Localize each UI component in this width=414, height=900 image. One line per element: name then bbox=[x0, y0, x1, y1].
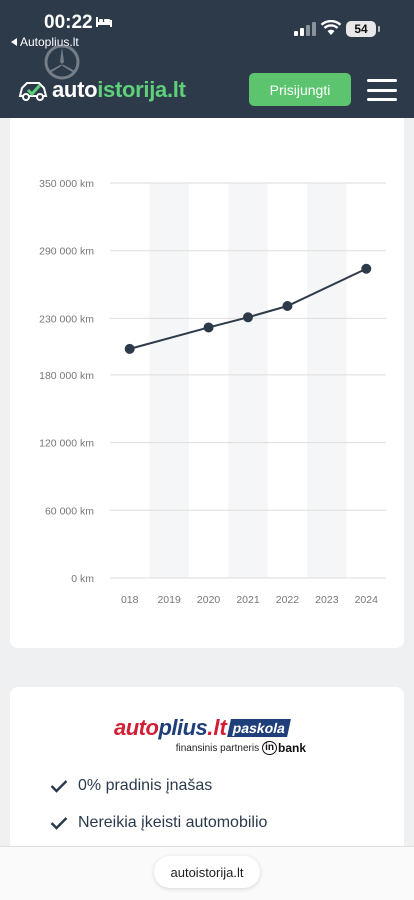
hamburger-menu-icon[interactable] bbox=[367, 79, 397, 101]
back-arrow-icon bbox=[11, 38, 17, 46]
mileage-data-point bbox=[243, 312, 253, 323]
benefit-item: 0% pradinis įnašas bbox=[50, 777, 212, 795]
check-icon bbox=[50, 817, 68, 830]
benefit-label: 0% pradinis įnašas bbox=[78, 777, 213, 794]
mileage-data-point bbox=[124, 343, 135, 354]
mileage-line-chart: 0 km 60 000 km 120 000 km 180 000 km 230 000… bbox=[39, 178, 386, 606]
site-logo[interactable]: autoistorija.lt bbox=[18, 76, 186, 104]
y-tick-label: 230 000 km bbox=[39, 313, 94, 325]
y-tick-label: 60 000 km bbox=[45, 505, 94, 517]
benefit-label: Nereikia įkeisti automobilio bbox=[78, 814, 268, 831]
brand-lt-text: .lt bbox=[207, 715, 227, 740]
x-tick-label: 2021 bbox=[236, 594, 260, 606]
x-tick-label: 2019 bbox=[157, 594, 181, 606]
status-time: 00:22 bbox=[44, 12, 93, 33]
site-logo-text: autoistorija.lt bbox=[52, 77, 186, 103]
y-tick-label: 0 km bbox=[71, 573, 94, 585]
car-check-icon bbox=[18, 82, 48, 101]
inbank-in: in bbox=[262, 741, 277, 755]
menu-line bbox=[367, 98, 397, 101]
mileage-chart-card: 0 km 60 000 km 120 000 km 180 000 km 230 000… bbox=[10, 118, 404, 648]
x-tick-label: 2020 bbox=[197, 594, 221, 606]
mercedes-star-icon bbox=[44, 44, 80, 80]
logo-text-istorija: istorija.lt bbox=[97, 77, 186, 102]
menu-line bbox=[367, 88, 397, 92]
x-tick-label: 2022 bbox=[276, 594, 300, 606]
battery-indicator: 54 bbox=[346, 21, 380, 37]
mileage-data-point bbox=[361, 263, 372, 274]
wifi-icon bbox=[320, 20, 342, 35]
mileage-data-point bbox=[203, 322, 214, 333]
partner-text: finansinis partneris bbox=[175, 742, 260, 754]
sleep-mode-icon bbox=[96, 17, 112, 27]
brand-auto-text: auto bbox=[114, 715, 159, 740]
x-tick-label: 2024 bbox=[355, 594, 379, 606]
brand-loan-badge: paskola bbox=[226, 719, 291, 737]
inbank-logo: in bank bbox=[262, 741, 306, 755]
address-bar[interactable]: autoistorija.lt bbox=[154, 856, 260, 888]
x-tick-label: 2023 bbox=[315, 594, 339, 606]
chart-column-band bbox=[228, 183, 268, 578]
login-button[interactable]: Prisijungti bbox=[249, 73, 351, 106]
y-tick-label: 350 000 km bbox=[39, 178, 94, 190]
y-tick-label: 120 000 km bbox=[39, 438, 94, 450]
chart-column-band bbox=[307, 183, 347, 578]
brand-plius-text: plius bbox=[158, 715, 208, 740]
logo-text-auto: auto bbox=[52, 77, 98, 102]
autoplius-paskola-logo: auto plius .lt paskola finansinis partne… bbox=[114, 715, 314, 757]
y-tick-label: 180 000 km bbox=[39, 370, 94, 382]
cellular-signal-icon bbox=[294, 22, 316, 36]
chart-column-band bbox=[149, 183, 189, 578]
inbank-bank: bank bbox=[277, 741, 306, 755]
menu-line bbox=[367, 79, 397, 82]
app-header: 00:22 Autoplius.lt 54 autoistorija.lt bbox=[0, 0, 414, 118]
benefit-item: Nereikia įkeisti automobilio bbox=[50, 814, 267, 832]
check-icon bbox=[50, 780, 68, 793]
mileage-data-point bbox=[282, 301, 293, 312]
y-tick-label: 290 000 km bbox=[39, 246, 94, 258]
x-tick-label: 018 bbox=[121, 594, 139, 606]
